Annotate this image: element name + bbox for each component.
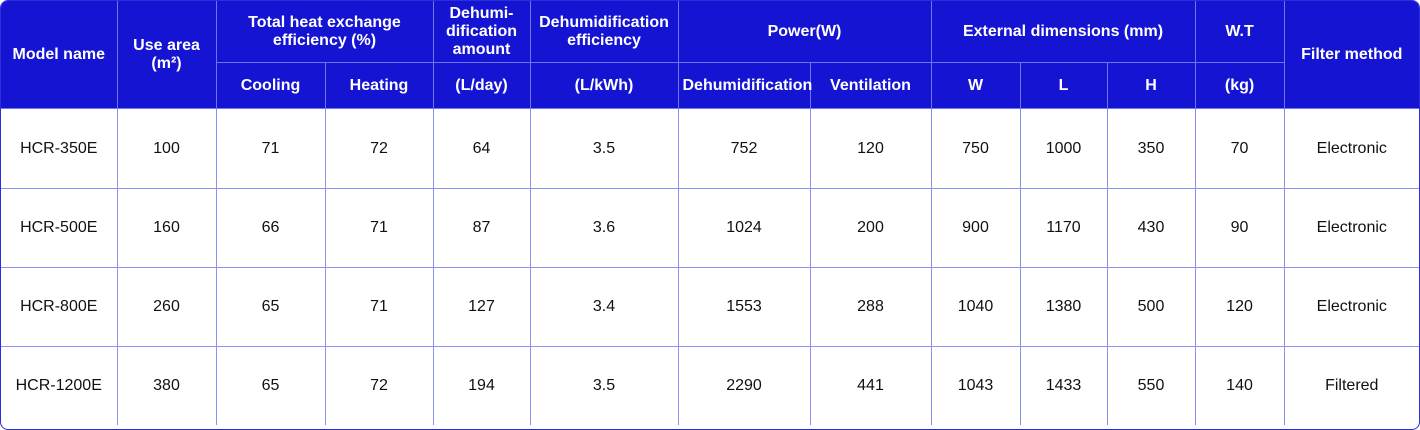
header-dim-h: H <box>1106 62 1196 109</box>
table-row: HCR-350E 100 71 72 64 3.5 752 120 750 10… <box>1 108 1419 189</box>
header-weight-unit: (kg) <box>1194 62 1285 109</box>
header-dehumidification-efficiency: Dehumidification efficiency <box>529 1 679 63</box>
cell-weight: 90 <box>1194 188 1285 268</box>
cell-model: HCR-1200E <box>1 346 118 425</box>
cell-power-vent: 120 <box>809 108 932 189</box>
header-heating: Heating <box>324 62 434 109</box>
cell-power-vent: 200 <box>809 188 932 268</box>
cell-weight: 70 <box>1194 108 1285 189</box>
cell-power-dehum: 1553 <box>677 267 811 347</box>
cell-power-vent: 441 <box>809 346 932 425</box>
cell-cooling: 66 <box>215 188 326 268</box>
cell-cooling: 71 <box>215 108 326 189</box>
cell-dehum-amount: 64 <box>432 108 531 189</box>
cell-dim-h: 550 <box>1106 346 1196 425</box>
cell-heating: 71 <box>324 188 434 268</box>
cell-filter: Electronic <box>1283 267 1419 347</box>
header-cooling: Cooling <box>216 62 326 109</box>
cell-dim-h: 500 <box>1106 267 1196 347</box>
header-total-heat-exchange: Total heat exchange efficiency (%) <box>215 1 434 63</box>
cell-power-vent: 288 <box>809 267 932 347</box>
cell-dim-h: 430 <box>1106 188 1196 268</box>
cell-area: 100 <box>116 108 217 189</box>
header-dim-l: L <box>1019 62 1108 109</box>
cell-dim-l: 1380 <box>1019 267 1108 347</box>
cell-power-dehum: 1024 <box>677 188 811 268</box>
cell-area: 260 <box>116 267 217 347</box>
header-use-area-unit: (m²) <box>151 54 182 72</box>
cell-heating: 71 <box>324 267 434 347</box>
header-power-ventilation: Ventilation <box>809 62 932 109</box>
cell-power-dehum: 752 <box>677 108 811 189</box>
cell-model: HCR-500E <box>1 188 118 268</box>
header-power: Power(W) <box>677 1 932 63</box>
table-row: HCR-500E 160 66 71 87 3.6 1024 200 900 1… <box>1 188 1419 268</box>
cell-dim-l: 1433 <box>1019 346 1108 425</box>
cell-power-dehum: 2290 <box>677 346 811 425</box>
header-dehumidification-amount: Dehumi-dification amount <box>432 1 531 63</box>
cell-cooling: 65 <box>215 267 326 347</box>
cell-weight: 140 <box>1194 346 1285 425</box>
cell-area: 380 <box>116 346 217 425</box>
cell-model: HCR-350E <box>1 108 118 189</box>
header-power-dehumidification: Dehumidification <box>677 62 812 109</box>
cell-dim-w: 1043 <box>930 346 1021 425</box>
cell-dim-w: 750 <box>930 108 1021 189</box>
cell-filter: Electronic <box>1283 108 1419 189</box>
cell-dim-l: 1000 <box>1019 108 1108 189</box>
header-use-area: Use area (m²) <box>116 1 217 109</box>
header-model-name: Model name <box>1 1 118 109</box>
cell-dehum-eff: 3.6 <box>529 188 679 268</box>
cell-dim-l: 1170 <box>1019 188 1108 268</box>
cell-cooling: 65 <box>215 346 326 425</box>
header-weight: W.T <box>1194 1 1285 63</box>
cell-dehum-amount: 87 <box>432 188 531 268</box>
cell-heating: 72 <box>324 346 434 425</box>
header-external-dimensions: External dimensions (mm) <box>930 1 1196 63</box>
header-row-top: Model name Use area (m²) Total heat exch… <box>1 1 1419 109</box>
cell-heating: 72 <box>324 108 434 189</box>
cell-weight: 120 <box>1194 267 1285 347</box>
cell-filter: Filtered <box>1283 346 1419 425</box>
cell-dim-w: 1040 <box>930 267 1021 347</box>
header-dehumidification-amount-unit: (L/day) <box>432 62 531 109</box>
cell-model: HCR-800E <box>1 267 118 347</box>
cell-dehum-eff: 3.4 <box>529 267 679 347</box>
cell-dim-h: 350 <box>1106 108 1196 189</box>
cell-dehum-eff: 3.5 <box>529 346 679 425</box>
header-dehumidification-efficiency-unit: (L/kWh) <box>529 62 679 109</box>
cell-filter: Electronic <box>1283 188 1419 268</box>
cell-dehum-amount: 127 <box>432 267 531 347</box>
table-row: HCR-800E 260 65 71 127 3.4 1553 288 1040… <box>1 267 1419 347</box>
cell-area: 160 <box>116 188 217 268</box>
header-dim-w: W <box>930 62 1021 109</box>
cell-dehum-amount: 194 <box>432 346 531 425</box>
cell-dehum-eff: 3.5 <box>529 108 679 189</box>
cell-dim-w: 900 <box>930 188 1021 268</box>
header-filter-method: Filter method <box>1283 1 1419 109</box>
header-use-area-label: Use area <box>133 36 200 54</box>
table-row: HCR-1200E 380 65 72 194 3.5 2290 441 104… <box>1 346 1419 425</box>
